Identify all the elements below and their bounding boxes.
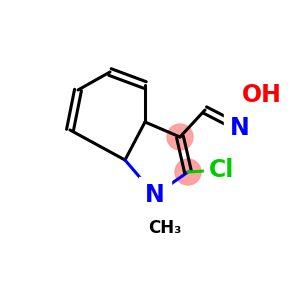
Circle shape: [167, 124, 193, 150]
Text: OH: OH: [242, 83, 282, 107]
Circle shape: [175, 159, 201, 185]
Text: CH₃: CH₃: [148, 219, 182, 237]
Text: N: N: [145, 183, 165, 207]
Text: Cl: Cl: [209, 158, 235, 182]
Text: N: N: [230, 116, 250, 140]
